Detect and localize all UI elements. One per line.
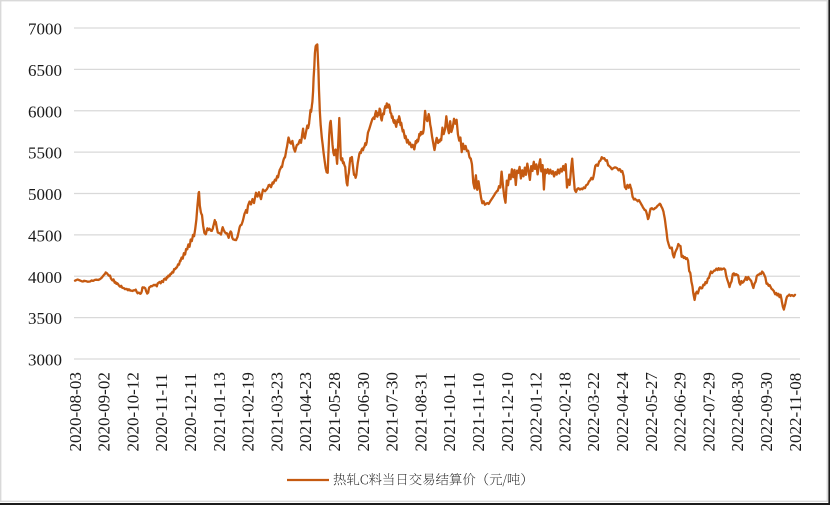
svg-text:3500: 3500: [28, 309, 62, 328]
svg-text:2020-08-03: 2020-08-03: [66, 372, 85, 451]
svg-text:2022-08-30: 2022-08-30: [728, 372, 747, 451]
svg-text:2022-06-29: 2022-06-29: [671, 372, 690, 451]
svg-text:2021-10-11: 2021-10-11: [440, 373, 459, 452]
svg-text:2021-12-10: 2021-12-10: [498, 372, 517, 451]
svg-text:2020-12-11: 2020-12-11: [181, 373, 200, 452]
svg-text:5000: 5000: [28, 185, 62, 204]
svg-text:2020-11-11: 2020-11-11: [152, 373, 171, 451]
svg-text:2022-02-18: 2022-02-18: [555, 372, 574, 451]
svg-text:2022-04-24: 2022-04-24: [613, 372, 632, 452]
svg-text:2021-02-19: 2021-02-19: [239, 372, 258, 451]
svg-text:7000: 7000: [28, 20, 62, 39]
svg-text:2021-03-23: 2021-03-23: [267, 372, 286, 451]
svg-text:5500: 5500: [28, 144, 62, 163]
svg-text:6000: 6000: [28, 102, 62, 121]
svg-text:2021-06-30: 2021-06-30: [354, 372, 373, 451]
svg-text:2022-11-08: 2022-11-08: [786, 373, 805, 452]
svg-text:2021-05-28: 2021-05-28: [325, 372, 344, 451]
svg-text:2021-07-30: 2021-07-30: [383, 372, 402, 451]
svg-text:2021-04-23: 2021-04-23: [296, 372, 315, 451]
svg-text:4000: 4000: [28, 268, 62, 287]
svg-text:2021-01-13: 2021-01-13: [210, 372, 229, 451]
svg-text:2020-10-12: 2020-10-12: [123, 372, 142, 451]
svg-text:2021-08-31: 2021-08-31: [411, 372, 430, 451]
svg-text:2022-05-27: 2022-05-27: [642, 372, 661, 452]
svg-text:2022-03-22: 2022-03-22: [584, 372, 603, 451]
svg-text:2022-01-12: 2022-01-12: [527, 372, 546, 451]
svg-text:2021-11-10: 2021-11-10: [469, 373, 488, 452]
svg-text:6500: 6500: [28, 61, 62, 80]
svg-text:3000: 3000: [28, 351, 62, 370]
svg-text:4500: 4500: [28, 226, 62, 245]
svg-text:2022-07-29: 2022-07-29: [699, 372, 718, 451]
svg-text:2022-09-30: 2022-09-30: [757, 372, 776, 451]
svg-text:2020-09-02: 2020-09-02: [95, 372, 114, 451]
